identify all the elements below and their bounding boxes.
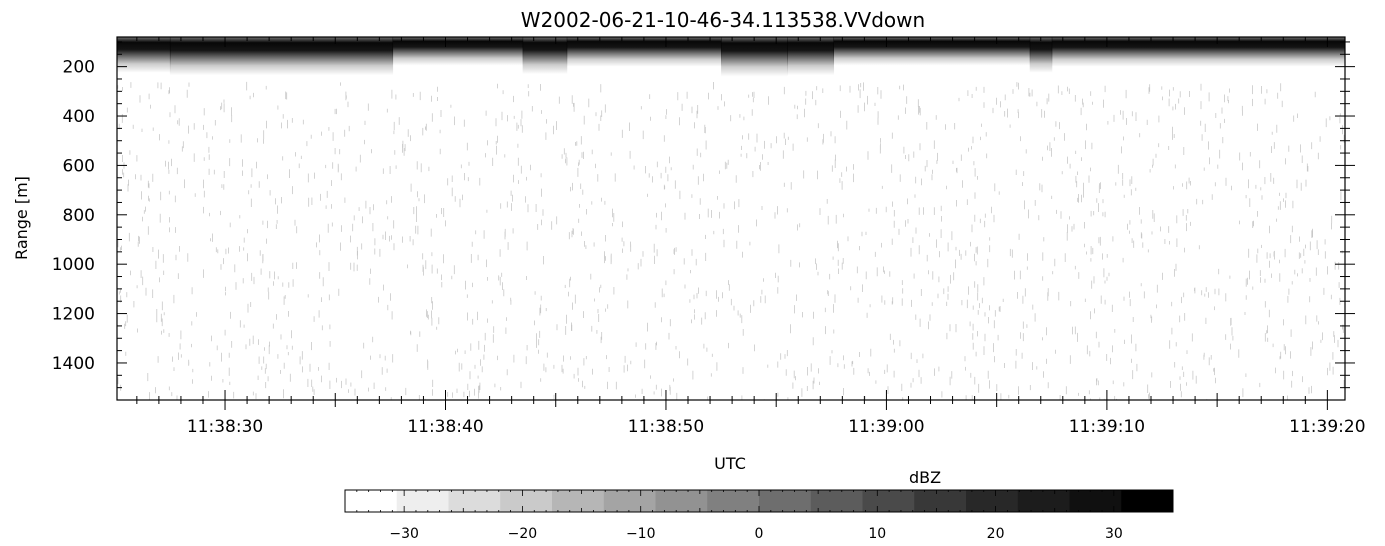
echo-segment (1029, 37, 1053, 73)
colorbar: −30 −20 −10 0 10 20 30 (344, 489, 1174, 542)
x-tick-label: 11:39:20 (1289, 417, 1365, 437)
colorbar-swatch (759, 490, 812, 512)
colorbar-tick-label: −30 (389, 526, 419, 542)
colorbar-swatch (655, 490, 708, 512)
y-tick-label: 200 (63, 58, 95, 78)
y-axis: 200 400 600 800 1000 1200 1400 (52, 41, 1355, 389)
colorbar-tick-label: −10 (626, 526, 656, 542)
echo-segment (833, 37, 1031, 66)
colorbar-swatch (552, 490, 605, 512)
echo-segment (522, 37, 568, 75)
echo-segment (1051, 37, 1345, 67)
surface-echo (117, 37, 1345, 77)
y-tick-label: 800 (63, 206, 95, 226)
colorbar-swatch (810, 490, 863, 512)
colorbar-swatch (1121, 490, 1174, 512)
colorbar-swatch (966, 490, 1019, 512)
x-tick-label: 11:39:00 (848, 417, 924, 437)
noise-speckle (117, 81, 1345, 400)
x-tick-label: 11:38:40 (407, 417, 483, 437)
echo-segment (392, 37, 524, 66)
x-tick-label: 11:38:30 (187, 417, 263, 437)
colorbar-tick-label: 10 (868, 526, 886, 542)
y-axis-label: Range [m] (12, 176, 31, 260)
colorbar-swatch (1069, 490, 1122, 512)
y-tick-label: 1000 (52, 255, 95, 275)
y-tick-label: 1400 (52, 354, 95, 374)
plot-area (117, 37, 1345, 400)
x-axis: 11:38:30 11:38:40 11:38:50 11:39:00 11:39:10… (136, 37, 1366, 437)
noise-marks (117, 81, 1345, 400)
colorbar-swatch (862, 490, 915, 512)
echo-segment (721, 37, 788, 77)
echo-segment (787, 37, 835, 76)
echo-segment (566, 37, 722, 67)
colorbar-swatch (1017, 490, 1070, 512)
colorbar-tick-label: −20 (508, 526, 538, 542)
echo-segment (117, 37, 171, 73)
colorbar-tick-label: 30 (1105, 526, 1123, 542)
plot-frame (116, 36, 1346, 401)
colorbar-swatch (603, 490, 656, 512)
colorbar-tick-label: 0 (755, 526, 764, 542)
colorbar-tick-label: 20 (987, 526, 1005, 542)
colorbar-swatch (500, 490, 553, 512)
x-axis-label: UTC (714, 454, 746, 473)
chart-title: W2002-06-21-10-46-34.113538.VVdown (521, 8, 925, 32)
colorbar-swatch (914, 490, 967, 512)
y-tick-label: 1200 (52, 305, 95, 325)
colorbar-swatch (448, 490, 501, 512)
colorbar-swatch (345, 490, 398, 512)
y-tick-label: 600 (63, 156, 95, 176)
colorbar-label: dBZ (909, 468, 941, 487)
echo-segment (169, 37, 394, 76)
x-tick-label: 11:39:10 (1069, 417, 1145, 437)
y-tick-label: 400 (63, 107, 95, 127)
x-tick-label: 11:38:50 (628, 417, 704, 437)
colorbar-swatch (396, 490, 449, 512)
colorbar-swatch (707, 490, 760, 512)
